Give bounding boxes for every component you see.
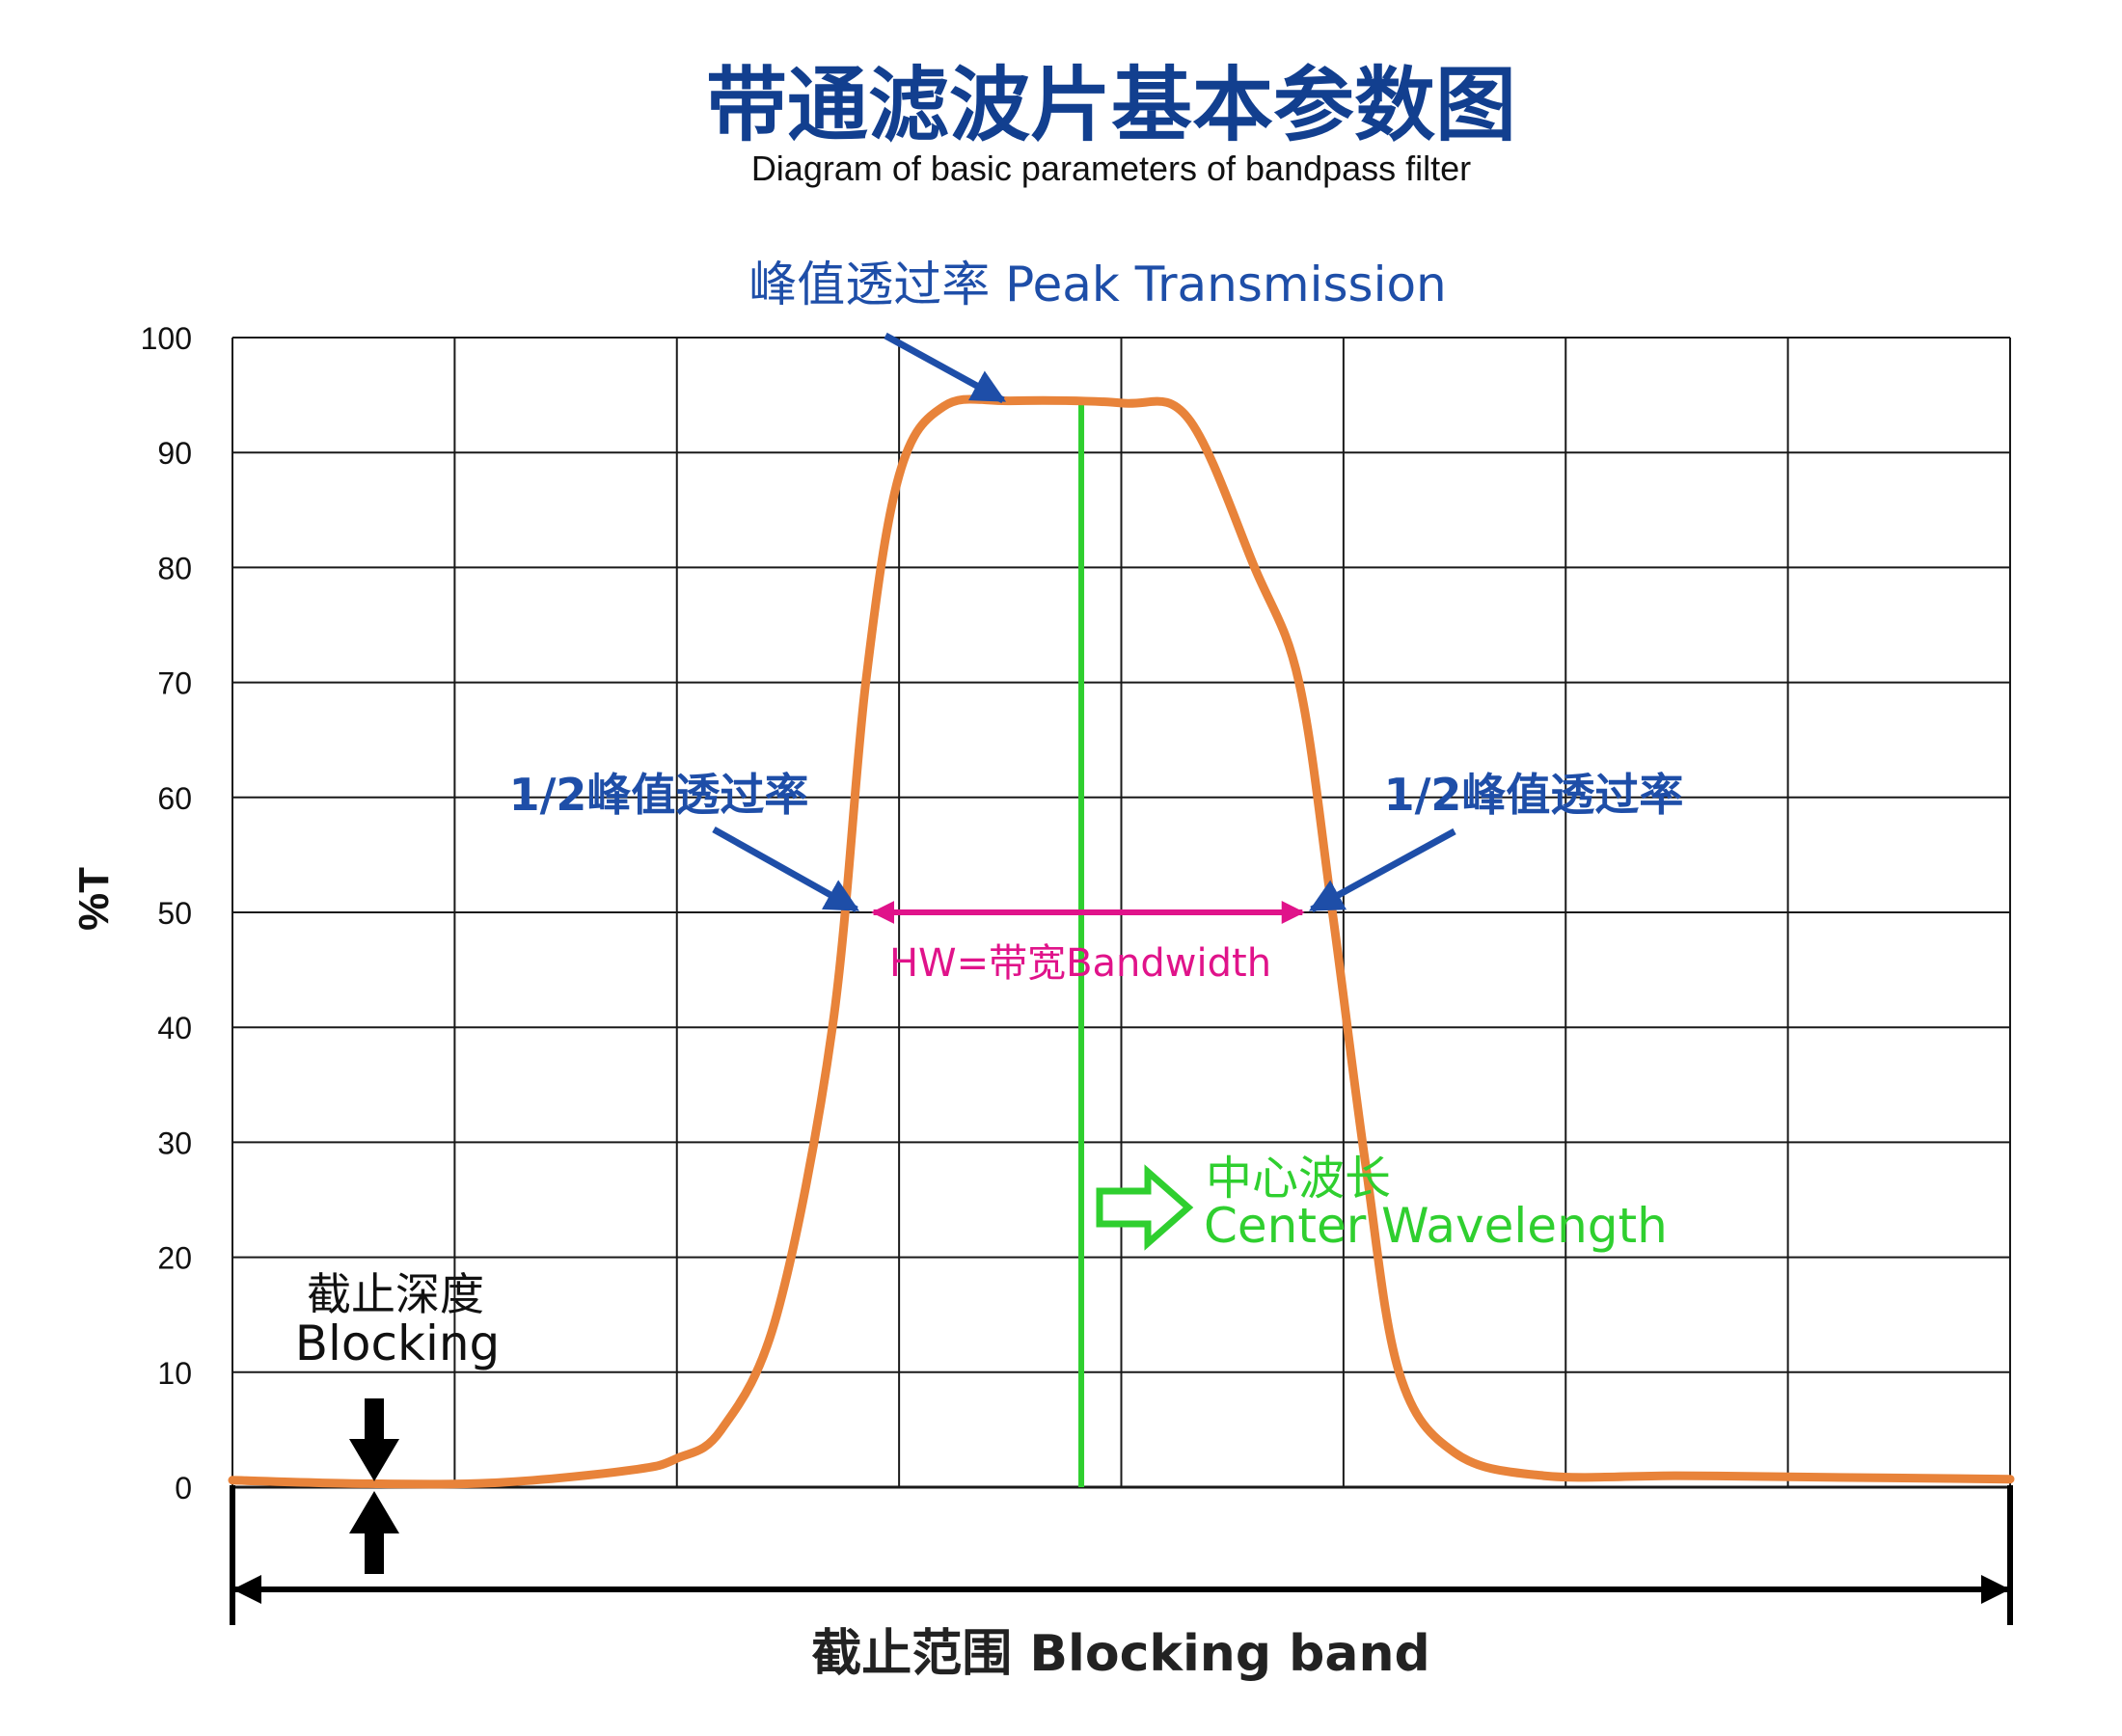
y-tick-labels: 0 10 20 30 40 50 60 70 80 90 100 [141,321,192,1505]
transmission-curve [228,394,2015,1489]
bandwidth-label: HW=带宽Bandwidth [889,941,1271,986]
y-tick-label: 20 [157,1241,192,1276]
y-tick-label: 50 [157,896,192,931]
y-axis-label: %T [70,867,118,931]
y-tick-label: 30 [157,1126,192,1160]
peak-transmission-arrow [884,332,1007,404]
center-wavelength-label-en: Center Wavelength [1204,1198,1668,1254]
page-title: 带通滤波片基本参数图 [706,58,1516,152]
half-peak-label-left: 1/2峰值透过率 [509,769,809,821]
page-subtitle: Diagram of basic parameters of bandpass … [751,149,1471,188]
y-tick-label: 70 [157,666,192,701]
peak-transmission-label: 峰值透过率 Peak Transmission [748,257,1447,312]
half-peak-arrow-right [1308,827,1456,913]
blocking-depth-down-arrow-icon [349,1398,399,1481]
blocking-depth-up-arrow-icon [349,1491,399,1574]
half-peak-label-right: 1/2峰值透过率 [1384,769,1684,821]
y-tick-label: 10 [157,1356,192,1391]
y-tick-label: 100 [141,321,192,356]
blocking-depth-label-zh: 截止深度 [307,1268,484,1320]
y-tick-label: 60 [157,781,192,816]
y-tick-label: 90 [157,436,192,471]
center-wavelength-arrow-icon [1096,1164,1194,1251]
blocking-band-label: 截止范围 Blocking band [811,1625,1429,1683]
blocking-depth-label-en: Blocking [295,1316,501,1371]
y-tick-label: 0 [175,1471,192,1505]
center-wavelength-label-zh: 中心波长 [1206,1152,1391,1206]
half-peak-arrow-left [712,826,860,913]
y-tick-label: 40 [157,1011,192,1045]
y-tick-label: 80 [157,551,192,585]
